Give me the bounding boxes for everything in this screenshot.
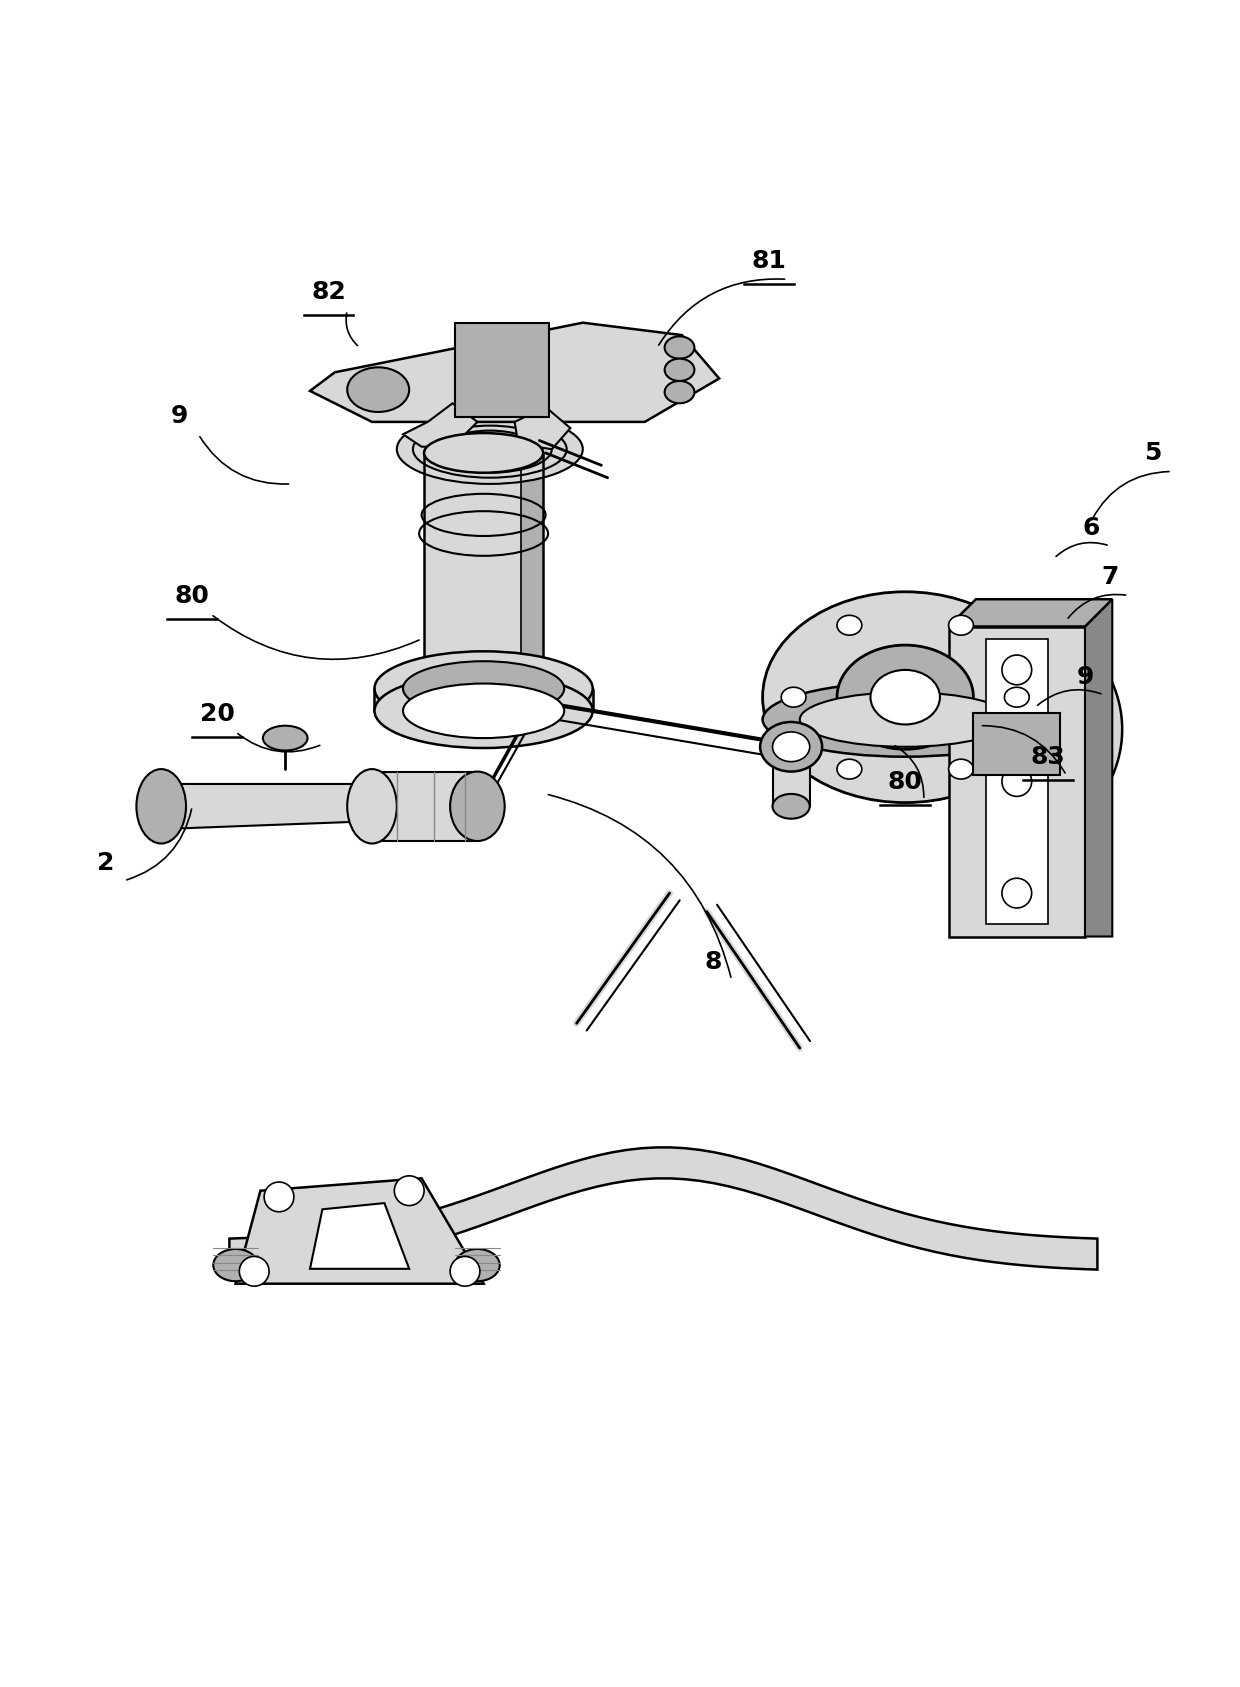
Ellipse shape	[347, 368, 409, 412]
Ellipse shape	[264, 1183, 294, 1211]
Ellipse shape	[428, 425, 552, 472]
Ellipse shape	[763, 592, 1048, 803]
Polygon shape	[973, 714, 1060, 776]
Ellipse shape	[760, 722, 822, 771]
Ellipse shape	[949, 759, 973, 779]
Ellipse shape	[870, 670, 940, 724]
Text: 9: 9	[171, 405, 188, 428]
Text: 20: 20	[200, 702, 234, 725]
Ellipse shape	[403, 661, 564, 715]
Polygon shape	[1045, 629, 1122, 795]
Text: 80: 80	[888, 769, 923, 795]
Polygon shape	[229, 1147, 1097, 1270]
Ellipse shape	[374, 673, 593, 747]
Ellipse shape	[1004, 687, 1029, 707]
Ellipse shape	[413, 420, 567, 477]
Ellipse shape	[800, 692, 1011, 747]
Ellipse shape	[136, 769, 186, 844]
Ellipse shape	[665, 336, 694, 359]
Polygon shape	[455, 322, 549, 417]
Polygon shape	[310, 322, 719, 422]
Text: 6: 6	[1083, 516, 1100, 540]
Ellipse shape	[837, 644, 973, 749]
Polygon shape	[773, 759, 810, 806]
Ellipse shape	[463, 434, 517, 464]
Ellipse shape	[455, 1248, 500, 1280]
Ellipse shape	[1002, 879, 1032, 908]
Polygon shape	[763, 697, 1048, 719]
Ellipse shape	[394, 1176, 424, 1206]
Polygon shape	[161, 784, 372, 828]
Ellipse shape	[763, 682, 1048, 757]
Text: 9: 9	[1076, 665, 1094, 688]
Ellipse shape	[781, 687, 806, 707]
Polygon shape	[515, 407, 570, 449]
Polygon shape	[403, 403, 477, 447]
Ellipse shape	[837, 759, 862, 779]
Ellipse shape	[665, 381, 694, 403]
Ellipse shape	[213, 1248, 258, 1280]
Ellipse shape	[374, 651, 593, 725]
Ellipse shape	[450, 771, 505, 842]
Ellipse shape	[450, 1257, 480, 1285]
Polygon shape	[236, 1178, 484, 1284]
Ellipse shape	[263, 725, 308, 751]
Ellipse shape	[347, 769, 397, 844]
Polygon shape	[986, 639, 1048, 924]
Ellipse shape	[1002, 655, 1032, 685]
Ellipse shape	[949, 616, 973, 634]
Ellipse shape	[665, 359, 694, 381]
Text: 83: 83	[1030, 746, 1065, 769]
Ellipse shape	[443, 430, 537, 467]
Polygon shape	[424, 452, 543, 682]
Ellipse shape	[424, 434, 543, 472]
Ellipse shape	[397, 415, 583, 484]
Text: 2: 2	[97, 850, 114, 874]
Ellipse shape	[403, 683, 564, 739]
Polygon shape	[374, 688, 593, 710]
Text: 81: 81	[751, 250, 786, 273]
Polygon shape	[1085, 599, 1112, 936]
Ellipse shape	[773, 795, 810, 818]
Ellipse shape	[773, 732, 810, 761]
Polygon shape	[949, 626, 1085, 936]
Text: 8: 8	[704, 950, 722, 973]
Polygon shape	[310, 1203, 409, 1269]
Text: 7: 7	[1101, 565, 1118, 589]
Text: 82: 82	[311, 280, 346, 304]
Text: 80: 80	[175, 584, 210, 607]
Polygon shape	[949, 599, 1112, 626]
Ellipse shape	[239, 1257, 269, 1285]
Polygon shape	[521, 452, 543, 682]
Ellipse shape	[837, 616, 862, 634]
Text: 5: 5	[1145, 442, 1162, 466]
Polygon shape	[372, 771, 477, 842]
Ellipse shape	[1002, 766, 1032, 796]
